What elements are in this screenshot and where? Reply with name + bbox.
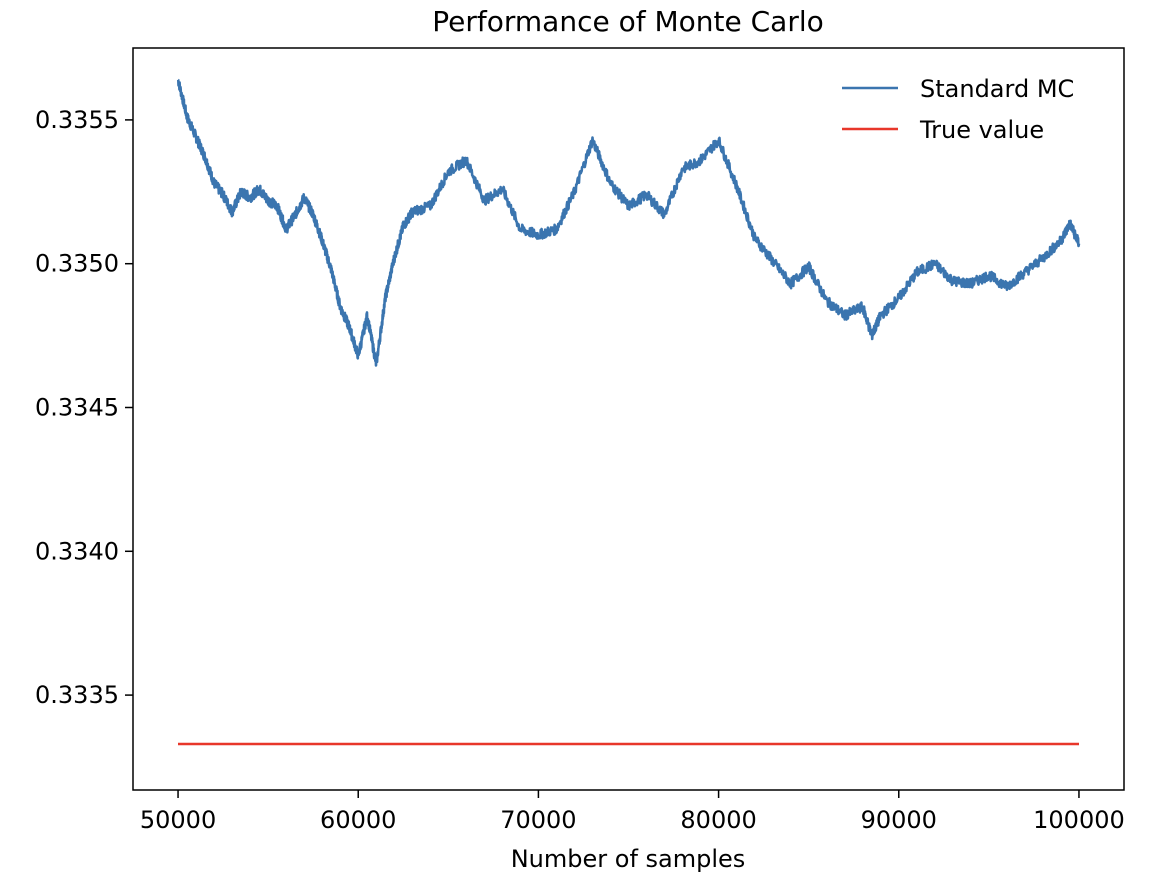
y-tick-label: 0.3355 xyxy=(35,106,119,134)
x-axis: 50000 60000 70000 80000 90000 100000 xyxy=(140,790,1125,834)
y-axis: 0.3335 0.3340 0.3345 0.3350 0.3355 xyxy=(35,106,133,709)
x-tick-label: 60000 xyxy=(320,806,396,834)
y-tick-label: 0.3345 xyxy=(35,393,119,421)
x-tick-label: 70000 xyxy=(500,806,576,834)
chart-title: Performance of Monte Carlo xyxy=(432,5,824,38)
series-line-standard-mc xyxy=(177,78,1081,367)
x-tick-label: 50000 xyxy=(140,806,216,834)
x-tick-label: 90000 xyxy=(861,806,937,834)
plot-frame xyxy=(132,47,1125,791)
y-tick-label: 0.3335 xyxy=(35,681,119,709)
x-tick-label: 80000 xyxy=(680,806,756,834)
legend: Standard MC True value xyxy=(842,75,1074,144)
y-tick-label: 0.3340 xyxy=(35,537,119,565)
x-axis-label: Number of samples xyxy=(511,845,746,873)
series-layer xyxy=(177,78,1081,746)
legend-label: True value xyxy=(919,116,1044,144)
legend-label: Standard MC xyxy=(920,75,1074,103)
x-tick-label: 100000 xyxy=(1033,806,1125,834)
y-tick-label: 0.3350 xyxy=(35,250,119,278)
plot-area xyxy=(132,47,1125,791)
